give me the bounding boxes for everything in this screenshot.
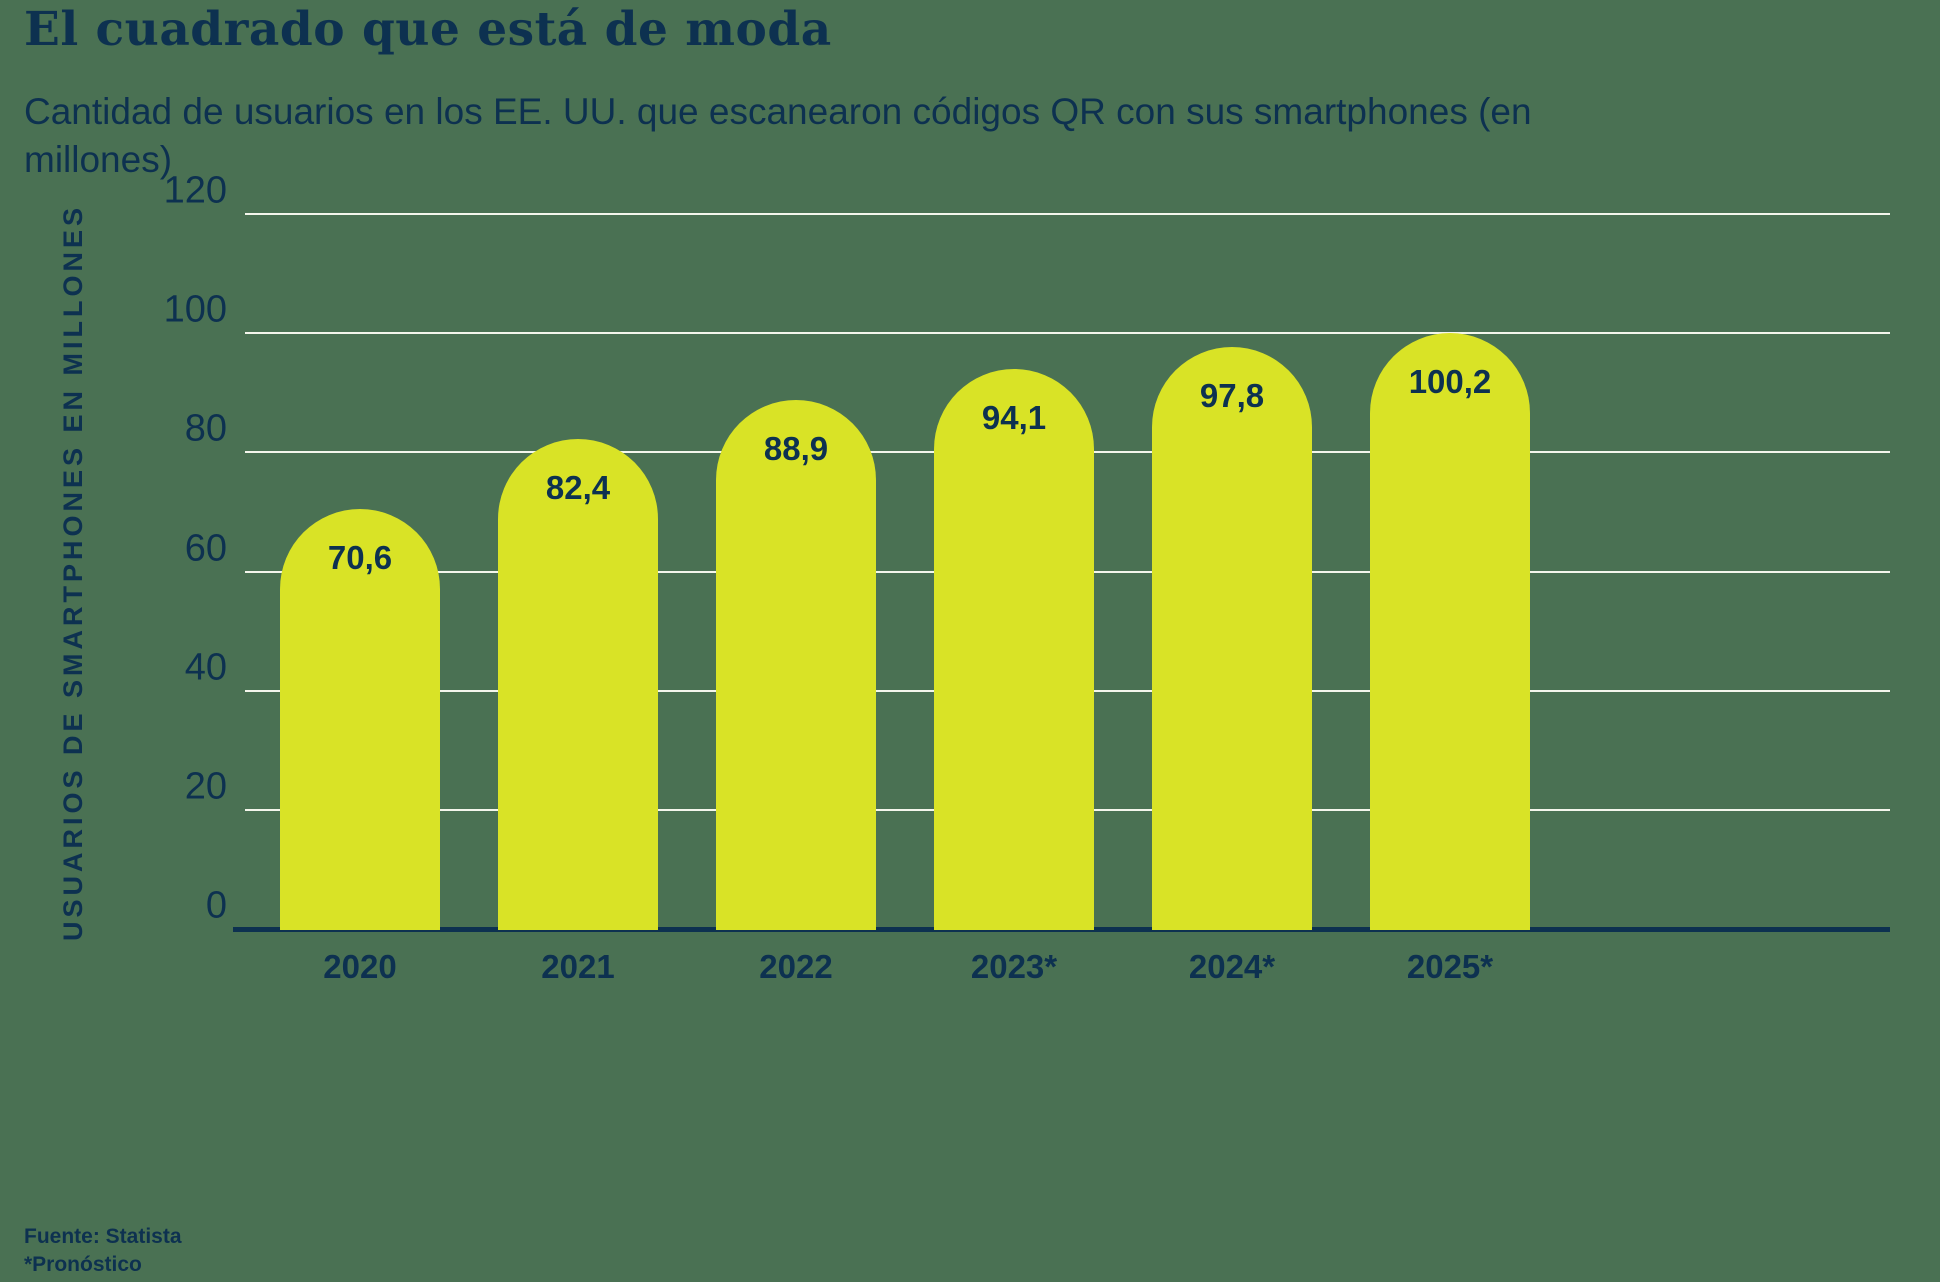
gridline xyxy=(245,332,1890,335)
bar: 70,6 xyxy=(280,509,440,930)
bar-value-label: 97,8 xyxy=(1199,377,1265,415)
gridline xyxy=(245,213,1890,215)
y-tick-label: 0 xyxy=(205,884,227,927)
y-tick-label: 80 xyxy=(184,407,227,450)
chart-subtitle: Cantidad de usuarios en los EE. UU. que … xyxy=(24,91,1532,181)
y-tick-label: 120 xyxy=(163,169,227,212)
bar-value-label: 82,4 xyxy=(545,469,611,507)
source-text: Fuente: Statista xyxy=(24,1225,182,1249)
x-tick-label: 2023* xyxy=(970,948,1058,985)
forecast-note: *Pronóstico xyxy=(24,1252,142,1276)
x-tick-label: 2025* xyxy=(1406,948,1494,985)
x-tick-label: 2022 xyxy=(759,948,833,985)
bar: 82,4 xyxy=(498,439,658,930)
x-tick-label: 2024* xyxy=(1188,948,1276,985)
x-tick-label: 2021 xyxy=(541,948,615,985)
bar-value-label: 88,9 xyxy=(763,430,829,468)
y-tick-label: 60 xyxy=(184,527,227,569)
bar-value-label: 94,1 xyxy=(981,399,1047,437)
source-note: Fuente: Statista *Pronóstico xyxy=(24,1223,182,1278)
y-tick-label: 100 xyxy=(163,288,227,331)
bar: 100,2 xyxy=(1370,332,1530,930)
x-tick-label: 2020 xyxy=(323,948,397,985)
bar: 97,8 xyxy=(1152,347,1312,930)
y-axis-title: USUARIOS DE SMARTPHONES EN MILLONES xyxy=(58,203,88,942)
y-tick-label: 20 xyxy=(184,765,227,808)
y-tick-label: 40 xyxy=(184,646,227,689)
bar-value-label: 70,6 xyxy=(327,539,393,577)
bar-value-label: 100,2 xyxy=(1408,362,1492,400)
bar: 88,9 xyxy=(716,400,876,930)
bar: 94,1 xyxy=(934,369,1094,930)
plot-area: 0 20 40 60 80 100 120 70,6 2020 82,4 2021 88,9 2022 9… xyxy=(164,170,1890,985)
chart-title: El cuadrado que está de moda xyxy=(24,2,832,57)
